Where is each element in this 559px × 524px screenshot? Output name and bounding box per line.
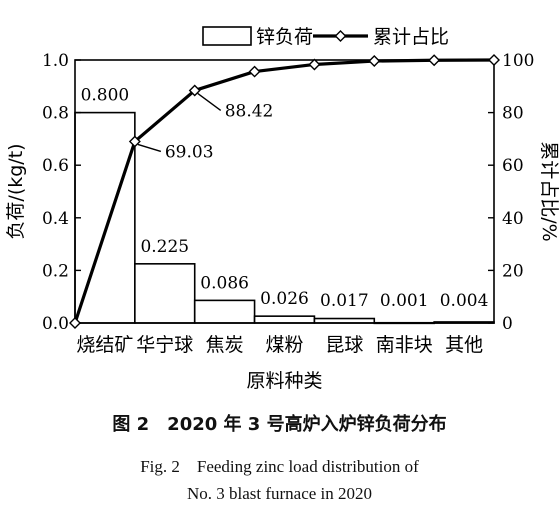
y-axis-title: 负荷/(kg/t) <box>5 143 27 239</box>
y2-tick-label-1: 0 <box>502 314 513 334</box>
x-category-label-4: 煤粉 <box>265 334 303 356</box>
figure-caption-english-line1: Fig. 2 Feeding zinc load distribution of <box>140 457 419 476</box>
bar-value-label-5: 0.017 <box>320 291 369 311</box>
y-tick-label-5: 0.8 <box>42 104 69 124</box>
bar-4 <box>253 315 316 324</box>
cumulative-line <box>73 58 495 324</box>
annotation-label-1: 69.03 <box>165 142 214 162</box>
x-category-label-2: 华宁球 <box>136 334 193 356</box>
figure-caption-chinese: 图 2 2020 年 3 号高炉入炉锌负荷分布 <box>112 414 447 435</box>
cumulative-point-1 <box>69 317 81 329</box>
y2-tick-label-5: 80 <box>502 104 524 124</box>
y-tick-label-4: 0.6 <box>42 156 69 176</box>
y-tick-label-2: 0.2 <box>42 261 69 281</box>
y-tick-label-3: 0.4 <box>42 209 69 229</box>
bar-3 <box>193 299 256 324</box>
x-category-label-1: 烧结矿 <box>76 334 133 356</box>
cumulative-point-2 <box>128 135 141 148</box>
plot-frame <box>74 59 495 324</box>
bar-value-label-4: 0.026 <box>260 289 309 309</box>
pareto-chart: 0.800 0.225 0.086 0.026 0.017 0.001 0.004 0.0 0.… <box>5 26 559 392</box>
annotation-leader-2 <box>197 92 222 112</box>
y2-tick-label-4: 60 <box>502 156 524 176</box>
cumulative-point-6 <box>368 55 381 68</box>
x-category-label-3: 焦炭 <box>206 334 244 356</box>
y2-tick-label-2: 20 <box>502 261 524 281</box>
x-category-label-7: 其他 <box>445 334 483 356</box>
figure-caption-english-line2: No. 3 blast furnace in 2020 <box>186 484 373 503</box>
y2-tick-label-6: 100 <box>502 51 534 71</box>
bar-value-label-2: 0.225 <box>140 237 189 257</box>
cumulative-point-7 <box>428 54 441 67</box>
y2-axis-title: 累计占比/% <box>538 141 559 241</box>
annotation-leader-1 <box>137 143 162 153</box>
cumulative-point-3 <box>188 84 201 97</box>
bar-value-label-3: 0.086 <box>200 273 249 293</box>
cumulative-point-5 <box>308 58 321 71</box>
x-category-label-5: 昆球 <box>325 334 363 356</box>
cumulative-point-8 <box>488 54 500 66</box>
legend-bar-swatch <box>202 26 252 46</box>
annotation-label-2: 88.42 <box>225 101 274 121</box>
x-axis-title: 原料种类 <box>246 370 322 392</box>
y-tick-label-6: 1.0 <box>42 51 69 71</box>
legend-line-marker <box>334 30 347 42</box>
cumulative-point-4 <box>248 65 261 78</box>
bar-value-label-6: 0.001 <box>380 291 429 311</box>
bar-value-label-1: 0.800 <box>81 86 130 106</box>
y2-tick-label-3: 40 <box>502 209 524 229</box>
x-category-label-6: 南非块 <box>376 334 433 356</box>
bar-2 <box>134 263 196 324</box>
legend-line-label: 累计占比 <box>373 26 449 48</box>
bar-value-label-7: 0.004 <box>440 291 489 311</box>
y-tick-label-1: 0.0 <box>42 314 69 334</box>
legend-bar-label: 锌负荷 <box>256 26 313 48</box>
